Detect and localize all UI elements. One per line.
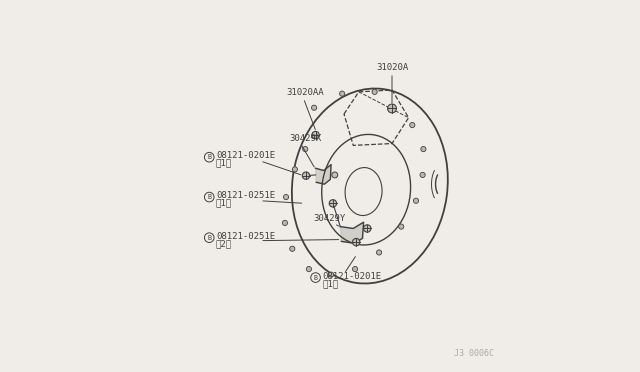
- Ellipse shape: [312, 131, 319, 139]
- Ellipse shape: [282, 220, 287, 225]
- Ellipse shape: [307, 266, 312, 272]
- Text: （2）: （2）: [216, 239, 232, 248]
- Ellipse shape: [303, 147, 308, 152]
- Text: B: B: [207, 235, 211, 241]
- Ellipse shape: [292, 167, 298, 172]
- Text: 31020A: 31020A: [376, 63, 408, 72]
- Text: B: B: [207, 194, 211, 200]
- Text: B: B: [314, 275, 317, 280]
- Text: （1）: （1）: [216, 199, 232, 208]
- Text: 08121-0201E: 08121-0201E: [216, 151, 275, 160]
- Ellipse shape: [420, 172, 425, 177]
- Polygon shape: [340, 222, 364, 243]
- Ellipse shape: [290, 246, 295, 251]
- Text: 08121-0201E: 08121-0201E: [322, 272, 381, 280]
- Ellipse shape: [372, 89, 377, 94]
- Ellipse shape: [376, 250, 381, 255]
- Ellipse shape: [353, 238, 360, 246]
- Ellipse shape: [410, 122, 415, 128]
- Text: 30429X: 30429X: [290, 134, 322, 143]
- Ellipse shape: [328, 272, 333, 277]
- Ellipse shape: [329, 200, 337, 207]
- Ellipse shape: [284, 195, 289, 200]
- Ellipse shape: [340, 91, 345, 96]
- Text: 08121-0251E: 08121-0251E: [216, 191, 275, 200]
- Polygon shape: [316, 164, 331, 184]
- Text: （1）: （1）: [322, 279, 339, 288]
- Ellipse shape: [420, 147, 426, 152]
- Text: 31020AA: 31020AA: [286, 89, 324, 97]
- Ellipse shape: [389, 106, 395, 111]
- Text: 30429Y: 30429Y: [314, 214, 346, 223]
- Ellipse shape: [364, 225, 371, 232]
- Ellipse shape: [399, 224, 404, 229]
- Ellipse shape: [388, 104, 396, 113]
- Ellipse shape: [353, 266, 358, 272]
- Ellipse shape: [332, 172, 338, 178]
- Ellipse shape: [413, 198, 419, 203]
- Text: （1）: （1）: [216, 158, 232, 168]
- Text: 08121-0251E: 08121-0251E: [216, 232, 275, 241]
- Ellipse shape: [302, 172, 310, 179]
- Text: B: B: [207, 154, 211, 160]
- Text: J3 0006C: J3 0006C: [454, 349, 493, 358]
- Ellipse shape: [312, 105, 317, 110]
